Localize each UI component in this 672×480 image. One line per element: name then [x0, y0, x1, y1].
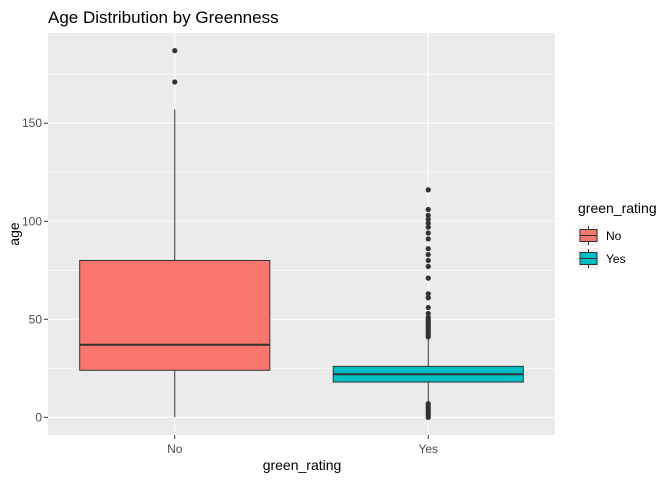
- outlier-point: [425, 263, 431, 269]
- outlier-point: [425, 187, 431, 193]
- outlier-point: [425, 304, 431, 311]
- outlier-point: [425, 257, 431, 264]
- outlier-point: [425, 236, 431, 242]
- y-tick-label: 0: [35, 410, 42, 424]
- chart-title: Age Distribution by Greenness: [48, 8, 279, 27]
- legend-entries: No Yes: [578, 225, 626, 269]
- box-yes: [332, 187, 524, 420]
- y-axis-title: age: [6, 222, 22, 246]
- outlier-point: [425, 224, 431, 230]
- box-no: [79, 48, 271, 418]
- legend-entry-yes: Yes: [578, 248, 626, 269]
- legend-entry-no: No: [578, 225, 622, 246]
- legend-title: green_rating: [578, 200, 657, 216]
- outlier-point: [425, 220, 431, 226]
- outlier-point: [172, 48, 178, 54]
- outlier-point: [425, 246, 431, 252]
- outlier-point: [425, 251, 431, 258]
- outlier-point: [425, 216, 431, 222]
- legend-label: Yes: [606, 252, 626, 266]
- x-tick-label: No: [167, 442, 183, 456]
- legend-label: No: [606, 229, 622, 243]
- x-axis-ticks: No Yes: [167, 435, 438, 456]
- y-axis-ticks: 0 50 100 150: [22, 116, 48, 424]
- outlier-point: [425, 314, 431, 320]
- x-axis-title: green_rating: [263, 457, 342, 473]
- outlier-point: [425, 401, 431, 407]
- legend: green_rating No Yes: [578, 200, 657, 269]
- outlier-point: [425, 212, 431, 218]
- boxes: [79, 48, 524, 420]
- outlier-point: [425, 310, 431, 317]
- outlier-point: [425, 206, 431, 213]
- box-body: [79, 259, 271, 371]
- y-tick-label: 100: [22, 214, 42, 228]
- y-tick-label: 150: [22, 116, 42, 130]
- outlier-point: [425, 295, 431, 301]
- outlier-point: [425, 275, 431, 281]
- y-tick-label: 50: [29, 312, 43, 326]
- outlier-point: [172, 79, 178, 85]
- outlier-point: [425, 291, 431, 297]
- outlier-point: [425, 230, 431, 236]
- x-tick-label: Yes: [418, 442, 438, 456]
